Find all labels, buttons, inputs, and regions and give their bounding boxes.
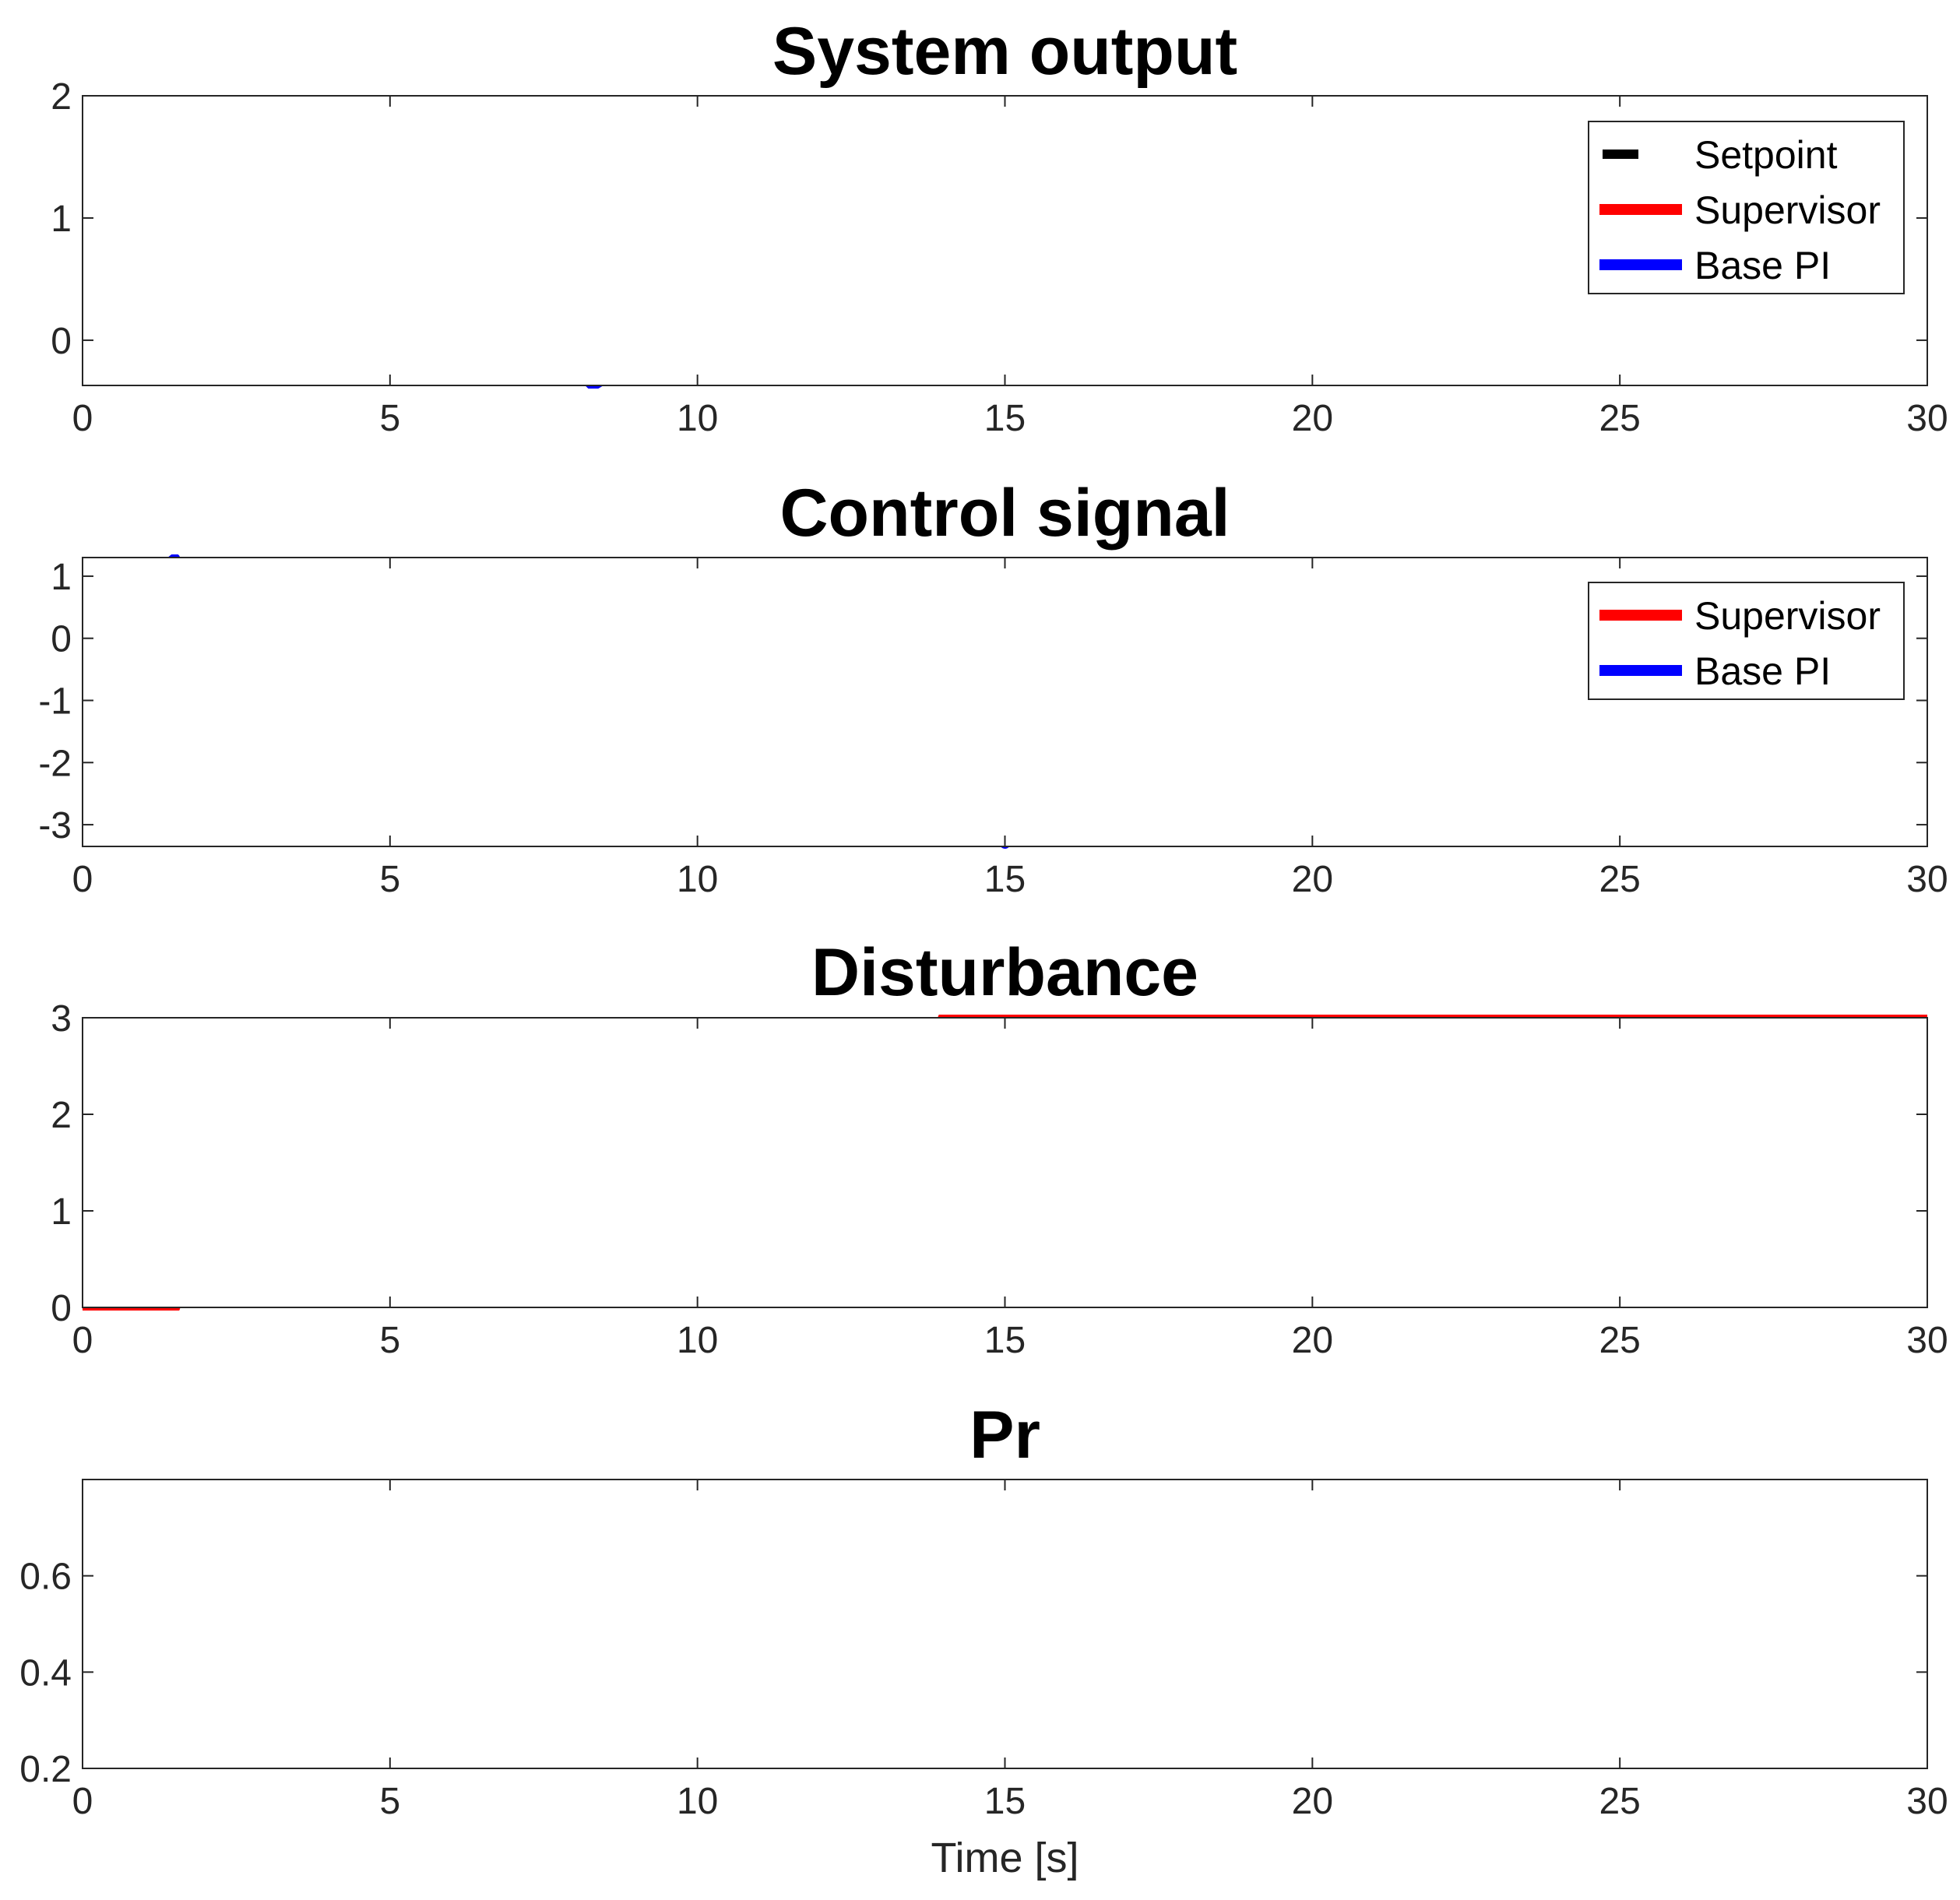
y-tick-label: 1 — [51, 557, 72, 598]
x-tick-label: 30 — [1906, 1781, 1948, 1822]
panel-title: Disturbance — [811, 935, 1198, 1010]
x-tick-label: 25 — [1599, 1320, 1640, 1361]
x-tick-label: 15 — [984, 859, 1026, 900]
legend-box — [1588, 582, 1905, 700]
x-tick-label: 25 — [1599, 398, 1640, 439]
panel-1: 0 5 10 15 20 25 30 0 1 2 System output Setpoint Supe… — [51, 14, 1948, 439]
legend-entry: Base PI — [1694, 649, 1831, 693]
x-tick-label: 10 — [677, 1320, 718, 1361]
x-tick-label: 15 — [984, 398, 1026, 439]
y-tick-label: 2 — [51, 1095, 72, 1136]
x-tick-label: 30 — [1906, 398, 1948, 439]
axes-frame — [82, 1479, 1928, 1769]
y-tick-label: 0 — [51, 619, 72, 660]
legend: Setpoint Supervisor Base PI — [1588, 121, 1905, 294]
y-tick-label: -2 — [38, 743, 72, 784]
x-tick-label: 15 — [984, 1781, 1026, 1822]
x-tick-label: 30 — [1906, 1320, 1948, 1361]
x-axis-label: Time [s] — [931, 1835, 1079, 1881]
y-tick-label: 0 — [51, 1288, 72, 1329]
x-tick-label: 0 — [72, 398, 93, 439]
panel-4: 0 5 10 15 20 25 30 0.2 0.4 0.6 Pr Time [s] — [19, 1398, 1948, 1881]
panel-2: 0 5 10 15 20 25 30 -3 -2 -1 0 1 Control signal Superv… — [38, 476, 1948, 900]
y-tick-label: 0.6 — [19, 1557, 72, 1598]
y-tick-label: -3 — [38, 805, 72, 846]
x-tick-label: 20 — [1292, 859, 1333, 900]
x-tick-label: 0 — [72, 1781, 93, 1822]
axes-frame — [82, 1017, 1928, 1308]
y-tick-label: 0.4 — [19, 1652, 72, 1694]
x-tick-label: 5 — [379, 1320, 400, 1361]
panel-3: 0 5 10 15 20 25 30 0 1 2 3 Disturbance — [51, 935, 1948, 1361]
y-tick-label: 0 — [51, 321, 72, 362]
legend-entry: Setpoint — [1694, 133, 1838, 177]
x-tick-label: 0 — [72, 859, 93, 900]
legend: Supervisor Base PI — [1588, 582, 1905, 700]
legend-entry: Base PI — [1694, 244, 1831, 287]
x-tick-label: 10 — [677, 859, 718, 900]
x-tick-label: 20 — [1292, 1320, 1333, 1361]
legend-entry: Supervisor — [1694, 188, 1881, 232]
x-tick-label: 20 — [1292, 398, 1333, 439]
panel-title: Control signal — [779, 476, 1230, 551]
x-tick-label: 5 — [379, 859, 400, 900]
x-tick-label: 10 — [677, 1781, 718, 1822]
y-tick-label: 1 — [51, 199, 72, 240]
legend-entry: Supervisor — [1694, 594, 1881, 638]
x-tick-label: 25 — [1599, 859, 1640, 900]
x-tick-label: 0 — [72, 1320, 93, 1361]
x-tick-label: 25 — [1599, 1781, 1640, 1822]
x-tick-label: 10 — [677, 398, 718, 439]
y-tick-label: -1 — [38, 681, 72, 723]
panel-title: System output — [772, 14, 1237, 89]
y-tick-label: 0.2 — [19, 1749, 72, 1790]
x-tick-label: 5 — [379, 1781, 400, 1822]
panel-title: Pr — [969, 1398, 1040, 1472]
x-tick-label: 20 — [1292, 1781, 1333, 1822]
y-tick-label: 2 — [51, 76, 72, 118]
x-tick-label: 5 — [379, 398, 400, 439]
y-tick-label: 1 — [51, 1191, 72, 1233]
x-tick-label: 15 — [984, 1320, 1026, 1361]
y-tick-label: 3 — [51, 998, 72, 1040]
x-tick-label: 30 — [1906, 859, 1948, 900]
